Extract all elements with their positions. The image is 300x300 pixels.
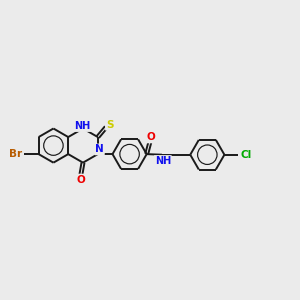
- Text: S: S: [106, 120, 113, 130]
- Text: Br: Br: [8, 149, 22, 159]
- Text: Cl: Cl: [240, 150, 251, 160]
- Text: N: N: [95, 144, 104, 154]
- Text: O: O: [76, 175, 85, 184]
- Text: NH: NH: [74, 121, 91, 131]
- Text: O: O: [147, 133, 156, 142]
- Text: NH: NH: [155, 156, 171, 166]
